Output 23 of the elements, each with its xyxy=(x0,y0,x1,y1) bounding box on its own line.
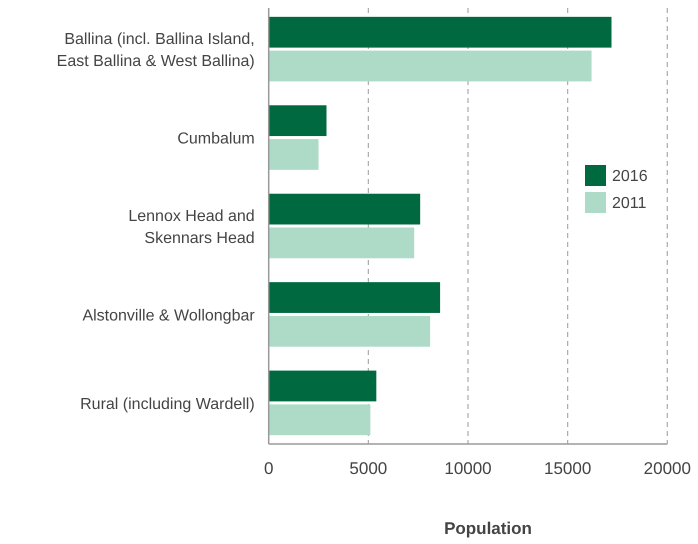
bar xyxy=(268,50,592,82)
bar xyxy=(268,404,370,436)
y-tick-label: Cumbalum xyxy=(177,130,255,148)
legend-label: 2016 xyxy=(612,168,648,185)
x-tick-label: 20000 xyxy=(644,459,691,478)
bar xyxy=(268,282,440,313)
bar xyxy=(268,228,414,258)
y-tick-label: Lennox Head and Skennars Head xyxy=(128,208,255,247)
bar xyxy=(268,139,319,170)
x-tick-label: 15000 xyxy=(544,459,592,478)
x-tick-label: 10000 xyxy=(444,459,492,478)
x-tick-label: 0 xyxy=(264,459,274,478)
y-tick-label: Alstonville & Wollongbar xyxy=(82,307,256,324)
bar xyxy=(268,16,612,48)
bar xyxy=(268,105,326,136)
bar xyxy=(268,194,420,224)
x-tick-label: 5000 xyxy=(349,459,388,478)
y-tick-label: Ballina (incl. Ballina Island, East Ballina & West Ballina) xyxy=(56,31,255,70)
bar xyxy=(268,370,376,402)
y-tick-label: Rural (including Wardell) xyxy=(80,396,255,413)
legend-label: 2011 xyxy=(612,195,647,212)
x-axis-title: Population xyxy=(444,519,532,538)
bar xyxy=(268,316,430,347)
